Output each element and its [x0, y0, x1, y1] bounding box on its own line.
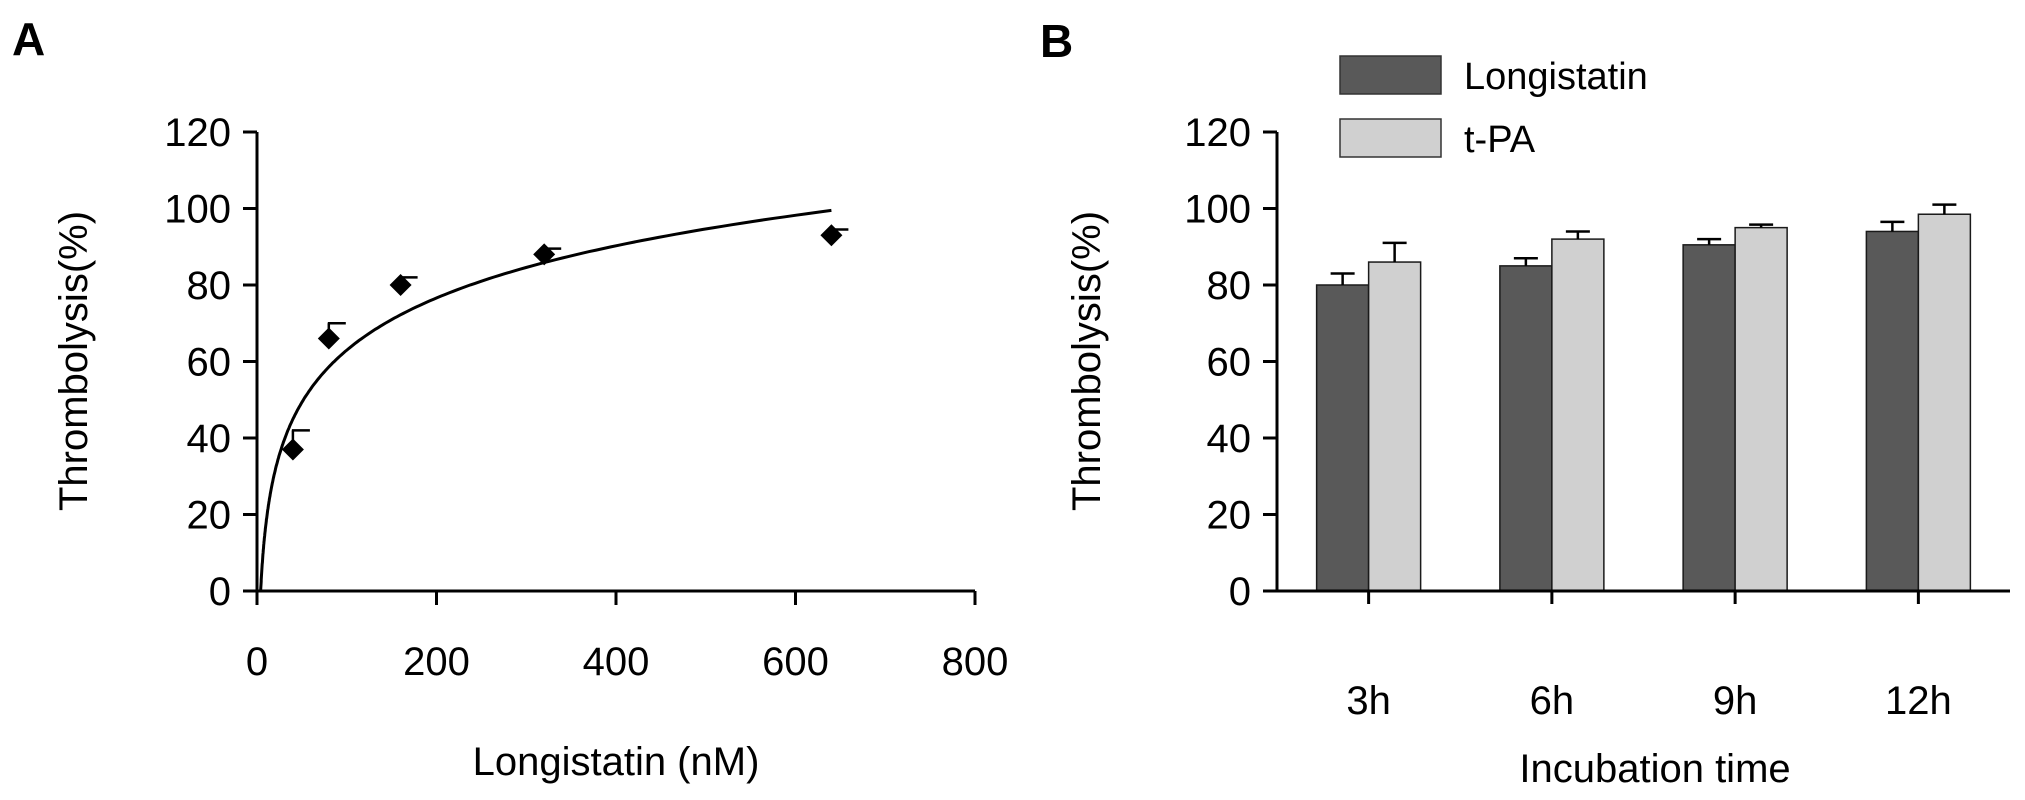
panel-letter-b: B [1040, 15, 1073, 67]
chart-a-y-axis-title: Thrombolysis(%) [52, 211, 96, 511]
chart-b-x-tick-label: 9h [1713, 679, 1758, 723]
chart-b-bar [1499, 265, 1553, 592]
chart-b-bar [1367, 261, 1422, 592]
chart-a-x-tick-label: 400 [583, 640, 650, 684]
chart-a-point [820, 224, 843, 247]
chart-b-y-tick-label: 40 [1207, 417, 1252, 461]
chart-a-y-tick-label: 40 [187, 417, 232, 461]
chart-b-bar [1551, 238, 1605, 592]
chart-b-y-tick-label: 60 [1207, 341, 1252, 385]
chart-b-bar [1682, 244, 1736, 592]
chart-a-y-axis: 0 20 40 60 80 100 120 [164, 111, 259, 614]
chart-a-x-tick-label: 0 [246, 640, 268, 684]
panel-letter-a: A [12, 13, 45, 65]
chart-a-y-tick-label: 100 [164, 188, 231, 232]
chart-a-x-tick-label: 200 [403, 640, 470, 684]
chart-a-point [317, 327, 340, 350]
chart-b-bar [1917, 213, 1972, 592]
chart-a-points [281, 224, 849, 461]
chart-b-bar [1315, 284, 1370, 592]
chart-b-y-tick-label: 80 [1207, 264, 1252, 308]
chart-a-y-tick-label: 80 [187, 264, 232, 308]
legend-label-longistatin: Longistatin [1464, 56, 1648, 98]
chart-a-x-axis-title: Longistatin (nM) [473, 740, 760, 784]
chart-b-y-axis: 0 20 40 60 80 100 120 [1184, 111, 1279, 614]
chart-a-y-tick-label: 20 [187, 494, 232, 538]
chart-b-y-tick-label: 0 [1229, 570, 1251, 614]
chart-b-x-tick-label: 6h [1530, 679, 1575, 723]
chart-b-x-tick-label: 12h [1885, 679, 1952, 723]
chart-a-x-tick-label: 600 [762, 640, 829, 684]
chart-b-y-tick-label: 120 [1184, 111, 1251, 155]
chart-a-x-axis: 0 200 400 600 800 [246, 589, 1009, 684]
chart-b-y-axis-title: Thrombolysis(%) [1065, 211, 1109, 511]
chart-a-fit-curve [259, 208, 832, 591]
legend-label-t-pa: t-PA [1464, 119, 1536, 161]
chart-b-x-axis: 3h 6h 9h 12h [1277, 589, 2010, 723]
chart-a-point [281, 438, 304, 461]
legend-swatch-t-pa [1339, 118, 1442, 158]
chart-b-legend: Longistatin t-PA [1339, 55, 1648, 161]
chart-b-x-tick-label: 3h [1346, 679, 1391, 723]
chart-b-y-tick-label: 100 [1184, 188, 1251, 232]
chart-a-y-tick-label: 0 [209, 570, 231, 614]
chart-b-bar [1865, 230, 1920, 592]
chart-a: 0 20 40 60 80 100 120 0 200 400 600 800 Longistati… [52, 111, 1008, 784]
chart-a-y-tick-label: 120 [164, 111, 231, 155]
chart-a-x-tick-label: 800 [942, 640, 1009, 684]
chart-a-point [389, 274, 412, 296]
chart-b-bar [1734, 226, 1788, 592]
legend-swatch-longistatin [1339, 55, 1442, 95]
chart-a-y-tick-label: 60 [187, 341, 232, 385]
chart-b-bars [1315, 203, 1972, 592]
chart-a-point [533, 243, 556, 266]
chart-b-y-tick-label: 20 [1207, 494, 1252, 538]
chart-b-x-axis-title: Incubation time [1519, 747, 1790, 791]
chart-b: 0 20 40 60 80 100 120 3h 6h 9h 12h Longistatin t-… [1065, 55, 2010, 791]
